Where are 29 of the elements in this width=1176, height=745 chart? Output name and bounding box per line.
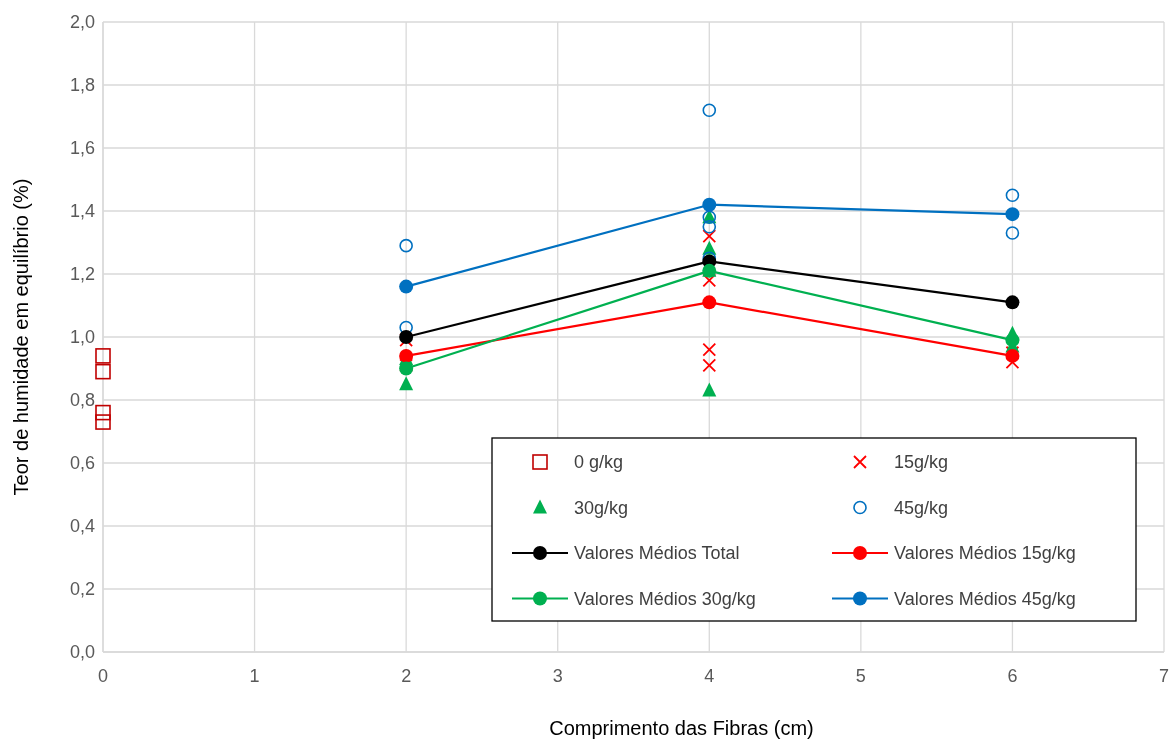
- legend-label: Valores Médios Total: [574, 543, 740, 564]
- x-tick-label: 6: [1007, 666, 1018, 686]
- y-tick-label: 1,6: [69, 138, 95, 159]
- legend-label: 30g/kg: [574, 497, 629, 518]
- y-tick-label: 0,4: [69, 516, 95, 537]
- x-tick-label: 4: [704, 666, 715, 686]
- y-tick-label: 1,4: [69, 201, 95, 222]
- legend-label: 15g/kg: [894, 452, 949, 473]
- y-tick-label: 0,0: [69, 642, 95, 663]
- y-tick-label: 1,2: [69, 264, 95, 285]
- y-tick-label: 0,6: [69, 453, 95, 474]
- y-tick-label: 0,2: [69, 579, 95, 600]
- y-axis-title: Teor de humidade em equilíbrio (%): [10, 178, 32, 496]
- x-tick-label: 5: [855, 666, 866, 686]
- x-tick-label: 7: [1158, 666, 1170, 686]
- x-tick-label: 1: [249, 666, 260, 686]
- x-tick-label: 2: [401, 666, 412, 686]
- legend-label: 0 g/kg: [574, 452, 624, 473]
- legend-label: 45g/kg: [894, 497, 949, 518]
- y-tick-label: 0,8: [69, 390, 95, 411]
- x-axis-title: Comprimento das Fibras (cm): [549, 717, 814, 739]
- legend-label: Valores Médios 30g/kg: [574, 588, 756, 609]
- y-tick-label: 1,8: [69, 75, 95, 96]
- y-tick-label: 2,0: [69, 12, 95, 33]
- legend-label: Valores Médios 15g/kg: [894, 543, 1076, 564]
- y-tick-label: 1,0: [69, 327, 95, 348]
- x-tick-label: 0: [97, 666, 109, 686]
- legend-label: Valores Médios 45g/kg: [894, 588, 1076, 609]
- x-tick-label: 3: [552, 666, 563, 686]
